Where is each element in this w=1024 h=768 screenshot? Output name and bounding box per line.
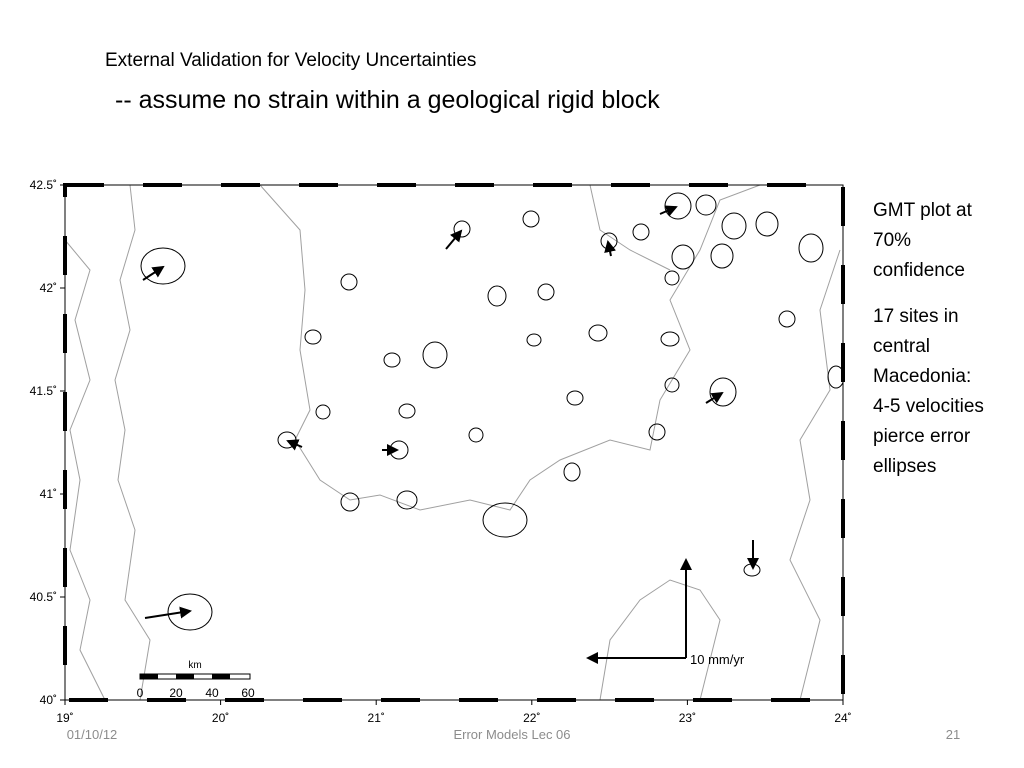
y-tick-label: 41˚ bbox=[40, 487, 57, 501]
title: External Validation for Velocity Uncerta… bbox=[105, 50, 476, 71]
x-tick-label: 19˚ bbox=[56, 711, 73, 725]
map-frame bbox=[63, 183, 845, 702]
scale-label: 20 bbox=[169, 686, 183, 700]
x-tick-label: 20˚ bbox=[212, 711, 229, 725]
note-line: confidence bbox=[873, 260, 965, 281]
note-line: 4-5 velocities bbox=[873, 396, 984, 417]
vector-legend: 10 mm/yr bbox=[586, 558, 745, 667]
x-tick-label: 22˚ bbox=[523, 711, 540, 725]
x-tick-label: 24˚ bbox=[834, 711, 851, 725]
y-tick-label: 42˚ bbox=[40, 281, 57, 295]
note-line: GMT plot at bbox=[873, 200, 973, 221]
note-line: 17 sites in bbox=[873, 306, 959, 327]
footer-center: Error Models Lec 06 bbox=[453, 727, 570, 742]
subtitle: -- assume no strain within a geological … bbox=[115, 86, 660, 114]
x-tick-label: 21˚ bbox=[368, 711, 385, 725]
scale-label: 0 bbox=[137, 686, 144, 700]
y-tick-label: 42.5˚ bbox=[30, 178, 57, 192]
x-tick-label: 23˚ bbox=[679, 711, 696, 725]
note-line: 70% bbox=[873, 230, 911, 251]
y-tick-label: 40.5˚ bbox=[30, 590, 57, 604]
note-line: central bbox=[873, 336, 930, 357]
velocity-ellipses bbox=[140, 192, 845, 631]
scale-label: 60 bbox=[241, 686, 255, 700]
scale-bar: km bbox=[139, 660, 251, 680]
y-tick-label: 40˚ bbox=[40, 693, 57, 707]
vector-legend-label: 10 mm/yr bbox=[690, 652, 745, 667]
note-line: Macedonia: bbox=[873, 366, 971, 387]
note-line: pierce error bbox=[873, 426, 971, 447]
map-lines bbox=[64, 184, 841, 701]
scale-unit: km bbox=[188, 660, 201, 671]
scale-label: 40 bbox=[205, 686, 219, 700]
y-tick-label: 41.5˚ bbox=[30, 384, 57, 398]
footer-page: 21 bbox=[946, 727, 960, 742]
note-line: ellipses bbox=[873, 456, 936, 477]
footer-date: 01/10/12 bbox=[67, 727, 118, 742]
